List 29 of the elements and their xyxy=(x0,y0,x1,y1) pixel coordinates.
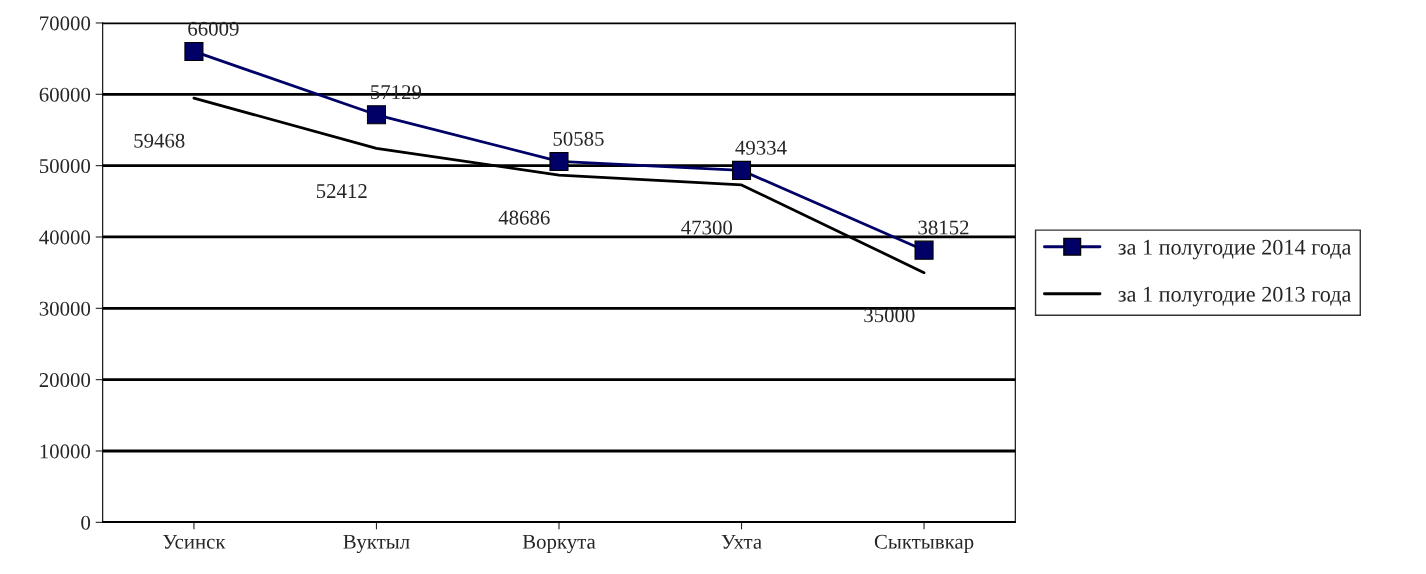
data-label: 35000 xyxy=(864,308,915,323)
point xyxy=(184,41,204,61)
data-label: 59468 xyxy=(134,133,185,148)
data-label: 49334 xyxy=(735,140,787,155)
y-tick-label: 30000 xyxy=(39,301,91,316)
point xyxy=(366,105,387,125)
x-tick-label: Ухта xyxy=(721,534,762,549)
x-tick-label: Усинск xyxy=(163,534,226,549)
data-label: 66009 xyxy=(188,21,239,36)
y-tick-label: 10000 xyxy=(40,444,91,459)
data-label: 38152 xyxy=(918,220,969,235)
data-label: 52412 xyxy=(316,184,367,199)
data-label: 50585 xyxy=(553,131,604,146)
y-tick-label: 60000 xyxy=(39,87,91,102)
data-label: 48686 xyxy=(498,210,550,225)
legend-label: за 1 полугодие 2013 года xyxy=(1118,286,1352,307)
point xyxy=(914,240,934,260)
x-tick-label: Вуктыл xyxy=(343,534,410,554)
data-label: 47300 xyxy=(681,220,733,235)
y-tick-label: 50000 xyxy=(39,159,91,174)
point xyxy=(549,151,569,172)
y-tick-label: 0 xyxy=(81,515,91,530)
y-tick-label: 40000 xyxy=(39,230,91,245)
legend-label: за 1 полугодие 2014 года xyxy=(1118,239,1352,260)
y-tick-label: 20000 xyxy=(39,373,91,388)
x-tick-label: Воркута xyxy=(522,534,596,554)
x-tick-label: Сыктывкар xyxy=(874,534,974,554)
point xyxy=(731,160,752,180)
y-tick-label: 70000 xyxy=(40,16,91,31)
